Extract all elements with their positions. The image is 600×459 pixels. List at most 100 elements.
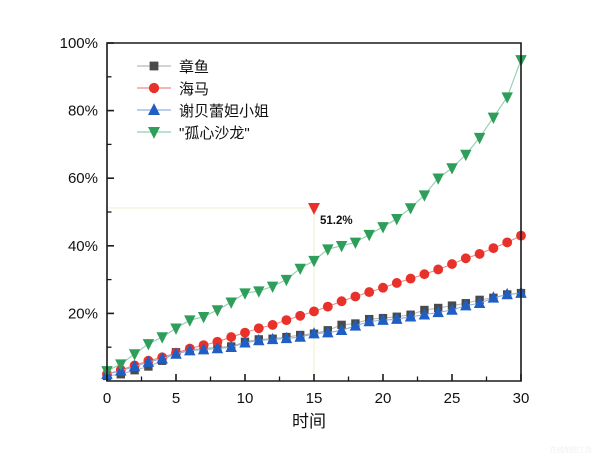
marker-circle <box>226 332 237 342</box>
marker-circle <box>405 273 416 284</box>
marker-triangle-down <box>308 255 320 268</box>
x-tick-label: 25 <box>444 390 461 407</box>
marker-circle <box>253 323 264 334</box>
marker-triangle-up <box>308 327 320 339</box>
marker-triangle-up <box>335 323 348 336</box>
y-tick-label: 100% <box>60 35 98 52</box>
marker-triangle-down <box>211 305 224 317</box>
marker-triangle-up <box>197 342 210 355</box>
x-axis: 0 5 10 15 20 25 30 <box>103 374 530 407</box>
marker-triangle-up <box>142 355 155 367</box>
legend-label: 章鱼 <box>179 58 209 76</box>
marker-triangle-up <box>432 305 444 318</box>
marker-triangle-up <box>211 341 224 354</box>
marker-triangle-down <box>432 173 444 185</box>
marker-triangle-up <box>156 352 168 364</box>
marker-triangle-down <box>156 332 168 344</box>
marker-triangle-up <box>170 347 182 359</box>
marker-triangle-down <box>349 237 362 250</box>
marker-triangle-down <box>446 163 458 175</box>
x-tick-label: 20 <box>375 390 392 407</box>
marker-triangle-down <box>322 244 334 256</box>
marker-circle <box>212 336 223 347</box>
legend-label: 海马 <box>179 81 209 98</box>
marker-triangle-down <box>391 214 403 226</box>
marker-circle <box>460 253 471 264</box>
marker-triangle-up <box>148 103 160 115</box>
marker-triangle-down <box>142 339 155 351</box>
marker-triangle-up <box>294 330 306 342</box>
marker-triangle-up <box>418 308 431 320</box>
marker-triangle-down <box>225 297 237 309</box>
marker-triangle-up <box>239 336 251 348</box>
marker-triangle-down <box>266 281 279 293</box>
marker-triangle-down <box>418 190 431 202</box>
y-tick-label: 80% <box>68 103 98 120</box>
x-tick-label: 15 <box>306 390 323 407</box>
marker-circle <box>488 243 499 254</box>
annotation-label: 51.2% <box>320 215 353 227</box>
x-tick-label: 0 <box>103 390 111 407</box>
y-tick-label: 40% <box>68 238 98 255</box>
marker-circle <box>419 269 430 280</box>
marker-circle <box>433 264 444 275</box>
marker-triangle-up <box>446 303 458 315</box>
marker-triangle-up <box>253 333 265 346</box>
marker-triangle-up <box>280 331 293 344</box>
legend-item-1[interactable]: 章鱼 <box>137 58 209 76</box>
marker-circle <box>474 248 485 259</box>
marker-triangle-down <box>363 229 375 242</box>
marker-triangle-down <box>239 288 251 300</box>
marker-triangle-down <box>128 349 141 361</box>
marker-triangle-down <box>148 127 160 139</box>
marker-circle <box>336 296 347 307</box>
marker-triangle-down <box>115 359 127 371</box>
legend-item-4[interactable]: "孤心沙龙" <box>137 125 250 142</box>
x-axis-title: 时间 <box>292 412 326 431</box>
marker-triangle-down <box>308 202 320 215</box>
marker-circle <box>309 306 319 317</box>
annotation-point: 51.2% <box>308 202 353 227</box>
marker-triangle-up <box>184 343 196 356</box>
legend-item-2[interactable]: 海马 <box>137 81 209 98</box>
marker-triangle-down <box>184 315 196 327</box>
marker-circle <box>502 237 513 248</box>
marker-triangle-down <box>197 312 210 324</box>
x-tick-label: 5 <box>172 390 180 407</box>
marker-circle <box>447 259 457 269</box>
marker-triangle-down <box>294 263 306 276</box>
marker-triangle-down <box>501 92 513 104</box>
marker-triangle-up <box>225 340 237 352</box>
legend-label: 谢贝蕾妲小姐 <box>179 102 269 120</box>
marker-circle <box>295 310 306 321</box>
y-tick-label: 20% <box>68 305 98 322</box>
marker-circle <box>322 301 333 312</box>
marker-triangle-down <box>377 222 389 234</box>
marker-circle <box>281 315 292 326</box>
marker-triangle-up <box>487 291 500 303</box>
y-axis: 20% 40% 60% 80% 100% <box>60 35 114 348</box>
marker-triangle-down <box>253 286 265 298</box>
watermark: 在线制图工具 <box>550 445 592 454</box>
legend-item-3[interactable]: 谢贝蕾妲小姐 <box>137 102 269 120</box>
marker-circle <box>240 327 250 338</box>
x-tick-label: 10 <box>237 390 254 407</box>
marker-triangle-up <box>363 314 375 327</box>
x-tick-label: 30 <box>513 390 530 407</box>
marker-circle <box>267 319 278 330</box>
marker-triangle-down <box>460 149 472 162</box>
marker-triangle-up <box>460 299 472 311</box>
marker-square <box>149 61 159 71</box>
marker-triangle-up <box>391 312 403 324</box>
marker-triangle-down <box>404 203 417 215</box>
marker-triangle-up <box>501 287 513 300</box>
marker-circle <box>391 278 402 288</box>
marker-circle <box>350 291 361 302</box>
marker-triangle-up <box>128 359 141 372</box>
marker-triangle-up <box>377 313 389 325</box>
marker-triangle-down <box>280 274 293 287</box>
marker-triangle-up <box>349 319 362 331</box>
